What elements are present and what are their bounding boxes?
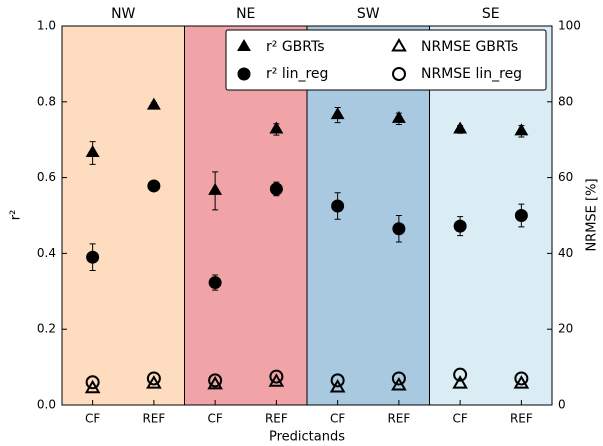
triangle-marker: [268, 373, 285, 387]
triangle-marker: [513, 375, 530, 389]
circle-marker: [453, 367, 468, 382]
circle-marker: [514, 209, 528, 222]
triangle-marker: [514, 123, 529, 136]
circle-marker: [269, 182, 283, 196]
legend-label: NRMSE GBRTs: [421, 39, 518, 55]
triangle-marker: [391, 38, 407, 52]
x-tick-label: REF: [387, 412, 410, 426]
region-label: SE: [482, 6, 500, 22]
y2-tick-label: 80: [558, 94, 573, 108]
circle-marker: [392, 222, 406, 236]
region-label: NE: [236, 6, 255, 22]
plot-frame: [61, 25, 553, 406]
circle-marker: [392, 67, 406, 81]
region-label: SW: [357, 6, 380, 22]
triangle-marker: [452, 375, 468, 389]
x-tick-label: REF: [510, 412, 533, 426]
triangle-marker: [453, 121, 468, 134]
triangle-marker: [330, 107, 345, 120]
y-tick-label: 0.4: [37, 246, 56, 260]
triangle-marker: [146, 97, 161, 110]
triangle-marker: [207, 375, 223, 390]
legend-label: r² GBRTs: [266, 39, 325, 55]
legend-label: r² lin_reg: [266, 66, 328, 82]
y2-tick-label: 40: [558, 246, 573, 260]
circle-marker: [237, 67, 251, 81]
x-axis-label: Predictands: [269, 430, 345, 445]
triangle-marker: [391, 110, 406, 123]
region-band: [61, 25, 185, 406]
y-tick-label: 0.8: [37, 94, 56, 108]
y2-tick-label: 0: [558, 398, 566, 412]
y-tick-label: 1.0: [37, 19, 56, 33]
circle-marker: [514, 371, 529, 386]
legend-label: NRMSE lin_reg: [421, 66, 522, 82]
triangle-marker: [146, 375, 162, 389]
y-tick-label: 0.0: [37, 398, 56, 412]
y-tick-label: 0.2: [37, 322, 56, 336]
circle-marker: [453, 219, 467, 233]
circle-marker: [85, 375, 100, 390]
triangle-marker: [85, 144, 100, 157]
y2-tick-label: 20: [558, 322, 573, 336]
x-tick-label: CF: [207, 412, 222, 426]
x-tick-label: REF: [142, 412, 165, 426]
circle-marker: [331, 199, 345, 213]
y2-tick-label: 100: [558, 19, 581, 33]
x-tick-label: REF: [265, 412, 288, 426]
y-tick-label: 0.6: [37, 170, 56, 184]
y-axis-label: r²: [9, 210, 24, 221]
x-tick-label: CF: [330, 412, 345, 426]
triangle-marker: [237, 39, 251, 51]
circle-marker: [208, 276, 222, 290]
circle-marker: [86, 250, 100, 264]
circle-marker: [208, 373, 223, 388]
y2-tick-label: 60: [558, 170, 573, 184]
circle-marker: [330, 373, 345, 388]
legend-box: [225, 29, 547, 91]
x-tick-label: CF: [85, 412, 100, 426]
region-label: NW: [111, 6, 135, 22]
circle-marker: [146, 371, 161, 386]
triangle-marker: [208, 182, 223, 195]
circle-marker: [269, 369, 284, 384]
x-tick-label: CF: [452, 412, 467, 426]
triangle-marker: [269, 121, 284, 134]
circle-marker: [391, 371, 406, 386]
y2-axis-label: NRMSE [%]: [585, 178, 600, 251]
circle-marker: [147, 179, 161, 193]
